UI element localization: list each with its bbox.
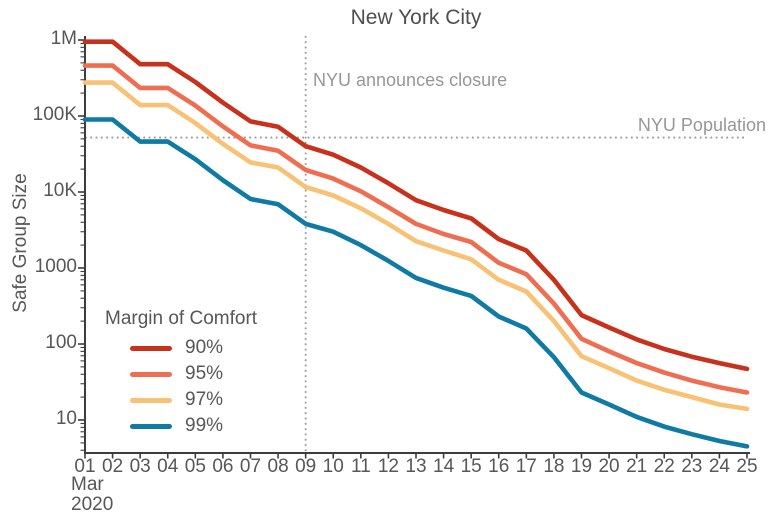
legend-item: 97% [130,387,257,413]
chart-title: New York City [350,6,482,29]
legend-item: 90% [130,335,257,361]
legend-swatch-95-percent [130,371,172,377]
legend-title: Margin of Comfort [105,308,258,329]
x-axis-month-year: Mar 2020 [71,475,113,514]
legend-label: 97% [185,389,224,410]
series-line-99-percent [82,117,750,449]
population-annotation: NYU Population [637,115,766,135]
legend-label: 95% [185,363,224,384]
series-line-95-percent [82,63,750,395]
legend-item: 95% [130,361,257,387]
legend-swatch-99-percent [130,423,172,429]
legend-label: 99% [185,415,224,436]
series-line-90-percent [82,39,750,372]
month-label: Mar [71,474,104,495]
legend-swatch-97-percent [130,397,172,403]
legend-swatch-90-percent [130,345,172,351]
y-axis-title: Safe Group Size [10,173,31,313]
series-line-97-percent [82,80,750,412]
legend-item: 99% [130,413,257,439]
year-label: 2020 [71,493,114,515]
closure-annotation: NYU announces closure [313,70,508,90]
legend-items: 90% 95% 97% 99% [130,335,257,439]
legend: Margin of Comfort 90% 95% 97% 99% [105,309,257,439]
legend-label: 90% [185,337,224,358]
